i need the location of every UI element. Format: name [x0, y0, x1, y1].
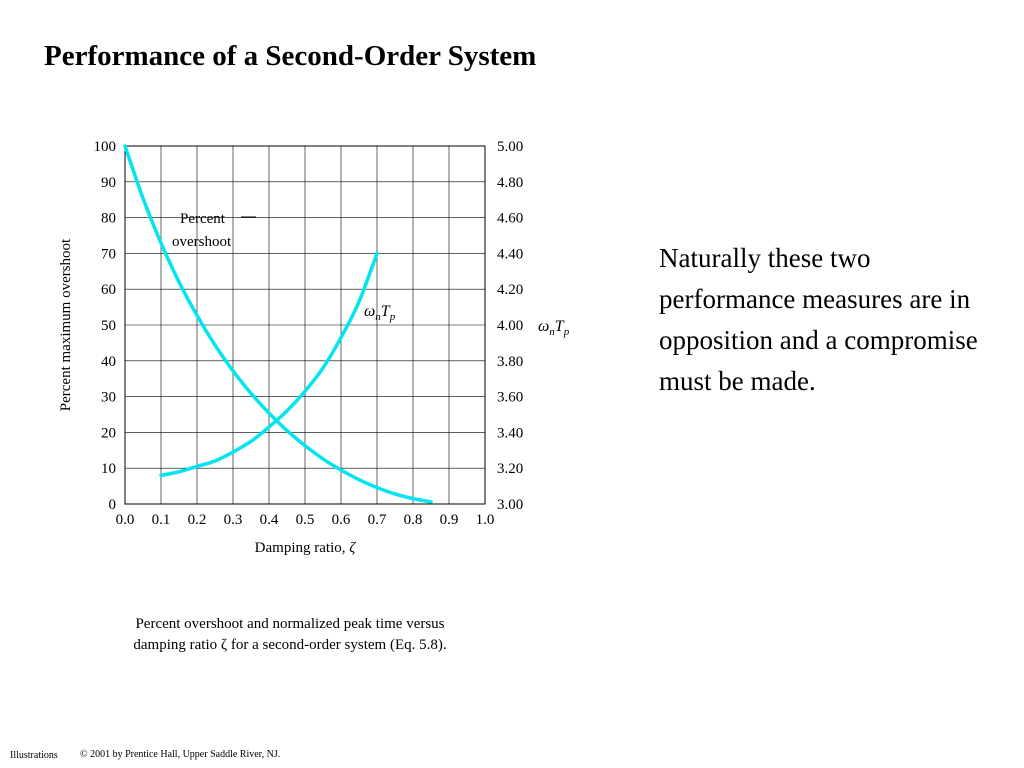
- slide-title: Performance of a Second-Order System: [44, 40, 537, 72]
- x-tick-label: 0.6: [332, 512, 351, 528]
- x-tick-label: 0.3: [224, 512, 243, 528]
- x-axis-label: Damping ratio, ζ: [255, 540, 357, 556]
- footer-label: Illustrations: [10, 750, 58, 761]
- chart-series: [123, 144, 433, 504]
- y-tick-label-left: 20: [101, 425, 116, 441]
- chart-ticks: 0.0 0.1 0.2 0.3 0.4 0.5 0.6 0.7 0.8 0.9 1.0 0 10 20 30…: [94, 139, 524, 528]
- side-text: Naturally these two performance measures…: [659, 243, 978, 396]
- peak-time-annotation: ωnTp: [364, 303, 396, 323]
- chart-grid: [124, 145, 486, 505]
- y-tick-label-left: 70: [101, 246, 116, 262]
- y-tick-label-right: 4.40: [497, 246, 523, 262]
- y-tick-label-right: 3.00: [497, 497, 523, 513]
- y-tick-label-left: 100: [94, 139, 117, 155]
- peak-time-curve: [159, 251, 379, 478]
- y-tick-label-left: 40: [101, 354, 116, 370]
- y-tick-label-right: 3.60: [497, 390, 523, 406]
- overshoot-curve: [123, 144, 433, 504]
- x-tick-label: 0.2: [188, 512, 207, 528]
- x-tick-label: 0.5: [296, 512, 315, 528]
- x-tick-label: 0.8: [404, 512, 423, 528]
- overshoot-annotation-line1: Percent: [180, 211, 226, 227]
- y-tick-label-left: 50: [101, 318, 116, 334]
- x-tick-label: 0.4: [260, 512, 279, 528]
- y-axis-label-right: ωnTp: [538, 318, 570, 338]
- y-tick-label-left: 60: [101, 282, 116, 298]
- x-tick-label: 0.0: [116, 512, 135, 528]
- y-tick-label-left: 90: [101, 175, 116, 191]
- caption-line-1: Percent overshoot and normalized peak ti…: [135, 616, 445, 632]
- x-tick-label: 0.7: [368, 512, 387, 528]
- y-tick-label-right: 5.00: [497, 139, 523, 155]
- plot-frame: [124, 145, 486, 505]
- x-tick-label: 1.0: [476, 512, 495, 528]
- figure-caption: Percent overshoot and normalized peak ti…: [80, 614, 500, 656]
- y-tick-label-right: 4.60: [497, 211, 523, 227]
- y-tick-label-right: 4.80: [497, 175, 523, 191]
- y-tick-label-right: 3.20: [497, 461, 523, 477]
- y-tick-label-left: 10: [101, 461, 116, 477]
- y-tick-label-right: 4.00: [497, 318, 523, 334]
- caption-line-2: damping ratio ζ for a second-order syste…: [133, 637, 447, 653]
- y-axis-label-left: Percent maximum overshoot: [58, 238, 74, 411]
- y-tick-label-right: 3.80: [497, 354, 523, 370]
- y-tick-label-left: 30: [101, 390, 116, 406]
- y-tick-label-left: 80: [101, 211, 116, 227]
- x-tick-label: 0.1: [152, 512, 171, 528]
- copyright-notice: © 2001 by Prentice Hall, Upper Saddle Ri…: [80, 749, 281, 760]
- x-tick-label: 0.9: [440, 512, 459, 528]
- overshoot-annotation-line2: overshoot: [172, 234, 232, 250]
- y-tick-label-left: 0: [109, 497, 117, 513]
- y-tick-label-right: 4.20: [497, 282, 523, 298]
- y-tick-label-right: 3.40: [497, 425, 523, 441]
